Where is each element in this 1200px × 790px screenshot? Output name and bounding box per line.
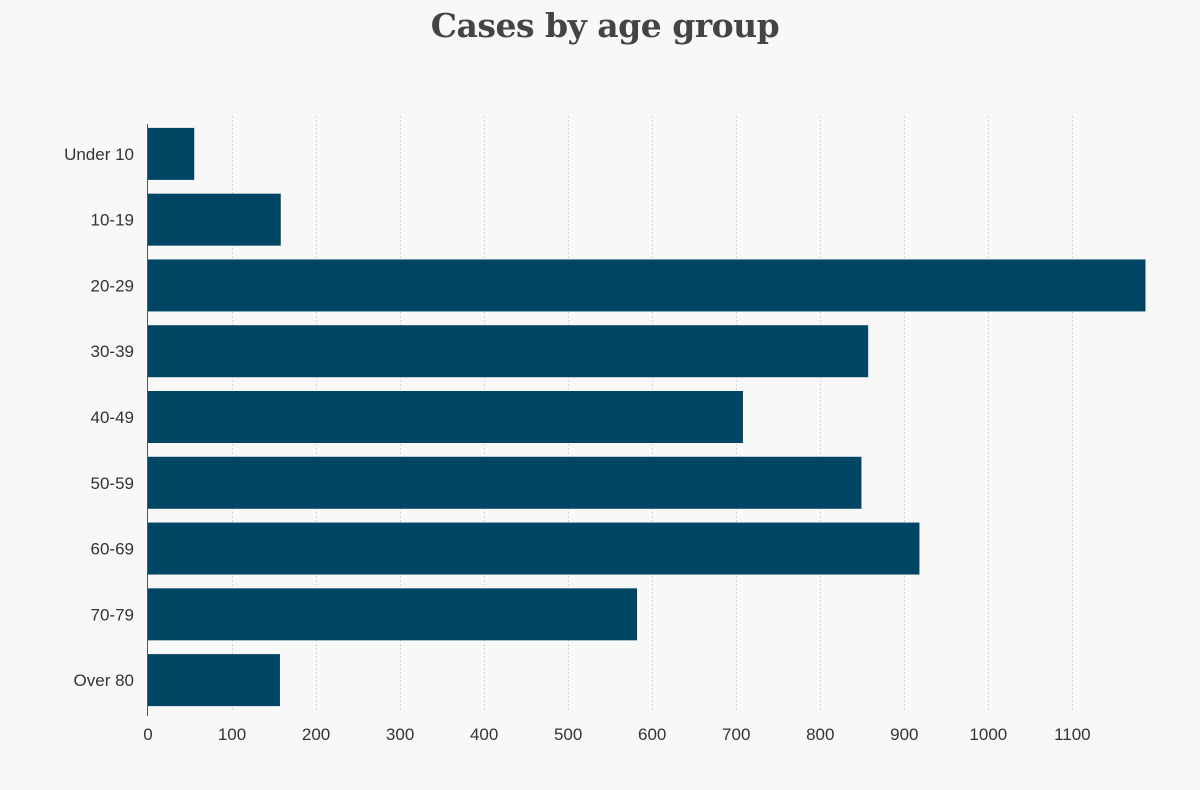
- category-label: 60-69: [91, 540, 134, 559]
- chart-title: Cases by age group: [430, 6, 780, 45]
- bar: [148, 588, 638, 641]
- x-tick-label: 700: [722, 725, 750, 744]
- bar: [148, 522, 920, 575]
- category-label: 10-19: [91, 211, 134, 230]
- bar: [148, 654, 280, 707]
- category-labels: Under 10 10-19 20-29 30-39 40-49 50-59 60-69 70…: [64, 145, 134, 690]
- bar: [148, 127, 195, 180]
- bar: [148, 325, 869, 378]
- bar: [148, 259, 1146, 312]
- x-tick-label: 500: [554, 725, 582, 744]
- x-tick-label: 100: [218, 725, 246, 744]
- x-tick-label: 800: [806, 725, 834, 744]
- x-tick-label: 600: [638, 725, 666, 744]
- x-axis-tick-labels: 0 100 200 300 400 500 600 700 800 900 1000 1100: [143, 725, 1090, 744]
- x-tick-label: 300: [386, 725, 414, 744]
- category-label: 70-79: [91, 605, 134, 624]
- x-tick-label: 0: [143, 725, 152, 744]
- x-tick-label: 400: [470, 725, 498, 744]
- category-label: 30-39: [91, 342, 134, 361]
- category-label: 20-29: [91, 276, 134, 295]
- bar: [148, 391, 743, 443]
- category-label: 40-49: [91, 408, 134, 427]
- bar: [148, 456, 862, 509]
- category-label: Over 80: [74, 671, 134, 690]
- x-tick-label: 200: [302, 725, 330, 744]
- x-tick-label: 1000: [969, 725, 1007, 744]
- x-tick-label: 1100: [1054, 725, 1091, 744]
- bars: [148, 127, 1146, 707]
- bar: [148, 193, 281, 246]
- category-label: 50-59: [91, 474, 134, 493]
- x-tick-label: 900: [890, 725, 918, 744]
- category-label: Under 10: [64, 145, 134, 164]
